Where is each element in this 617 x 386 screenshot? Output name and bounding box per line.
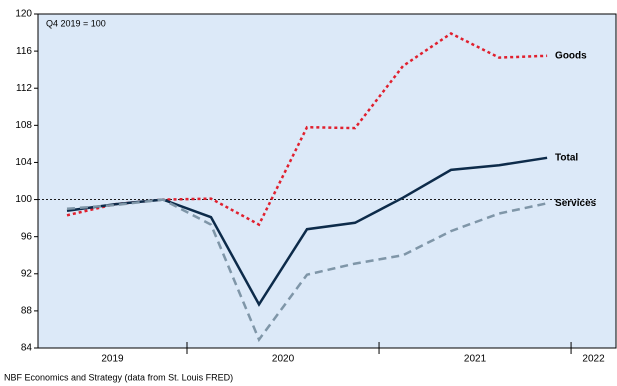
series-label: Goods xyxy=(555,50,587,61)
x-tick-label: 2020 xyxy=(272,354,295,365)
annotation: Q4 2019 = 100 xyxy=(46,18,106,28)
y-tick-label: 96 xyxy=(21,231,33,242)
source-note: NBF Economics and Strategy (data from St… xyxy=(4,372,233,382)
y-tick-label: 84 xyxy=(21,343,33,354)
x-tick-label: 2022 xyxy=(582,354,605,365)
y-tick-label: 108 xyxy=(15,120,32,131)
y-tick-label: 88 xyxy=(21,306,33,317)
y-tick-label: 92 xyxy=(21,268,33,279)
series-label: Services xyxy=(555,198,597,209)
y-tick-label: 112 xyxy=(16,83,32,94)
series-line xyxy=(66,32,548,227)
y-tick-label: 104 xyxy=(15,157,32,168)
series-line xyxy=(66,198,548,343)
y-tick-label: 100 xyxy=(15,194,32,205)
y-tick-label: 120 xyxy=(15,9,32,20)
x-tick-label: 2019 xyxy=(101,354,124,365)
x-tick-label: 2021 xyxy=(464,354,487,365)
y-tick-label: 116 xyxy=(16,46,32,57)
plot-area xyxy=(37,13,617,349)
series-label: Total xyxy=(555,152,578,163)
